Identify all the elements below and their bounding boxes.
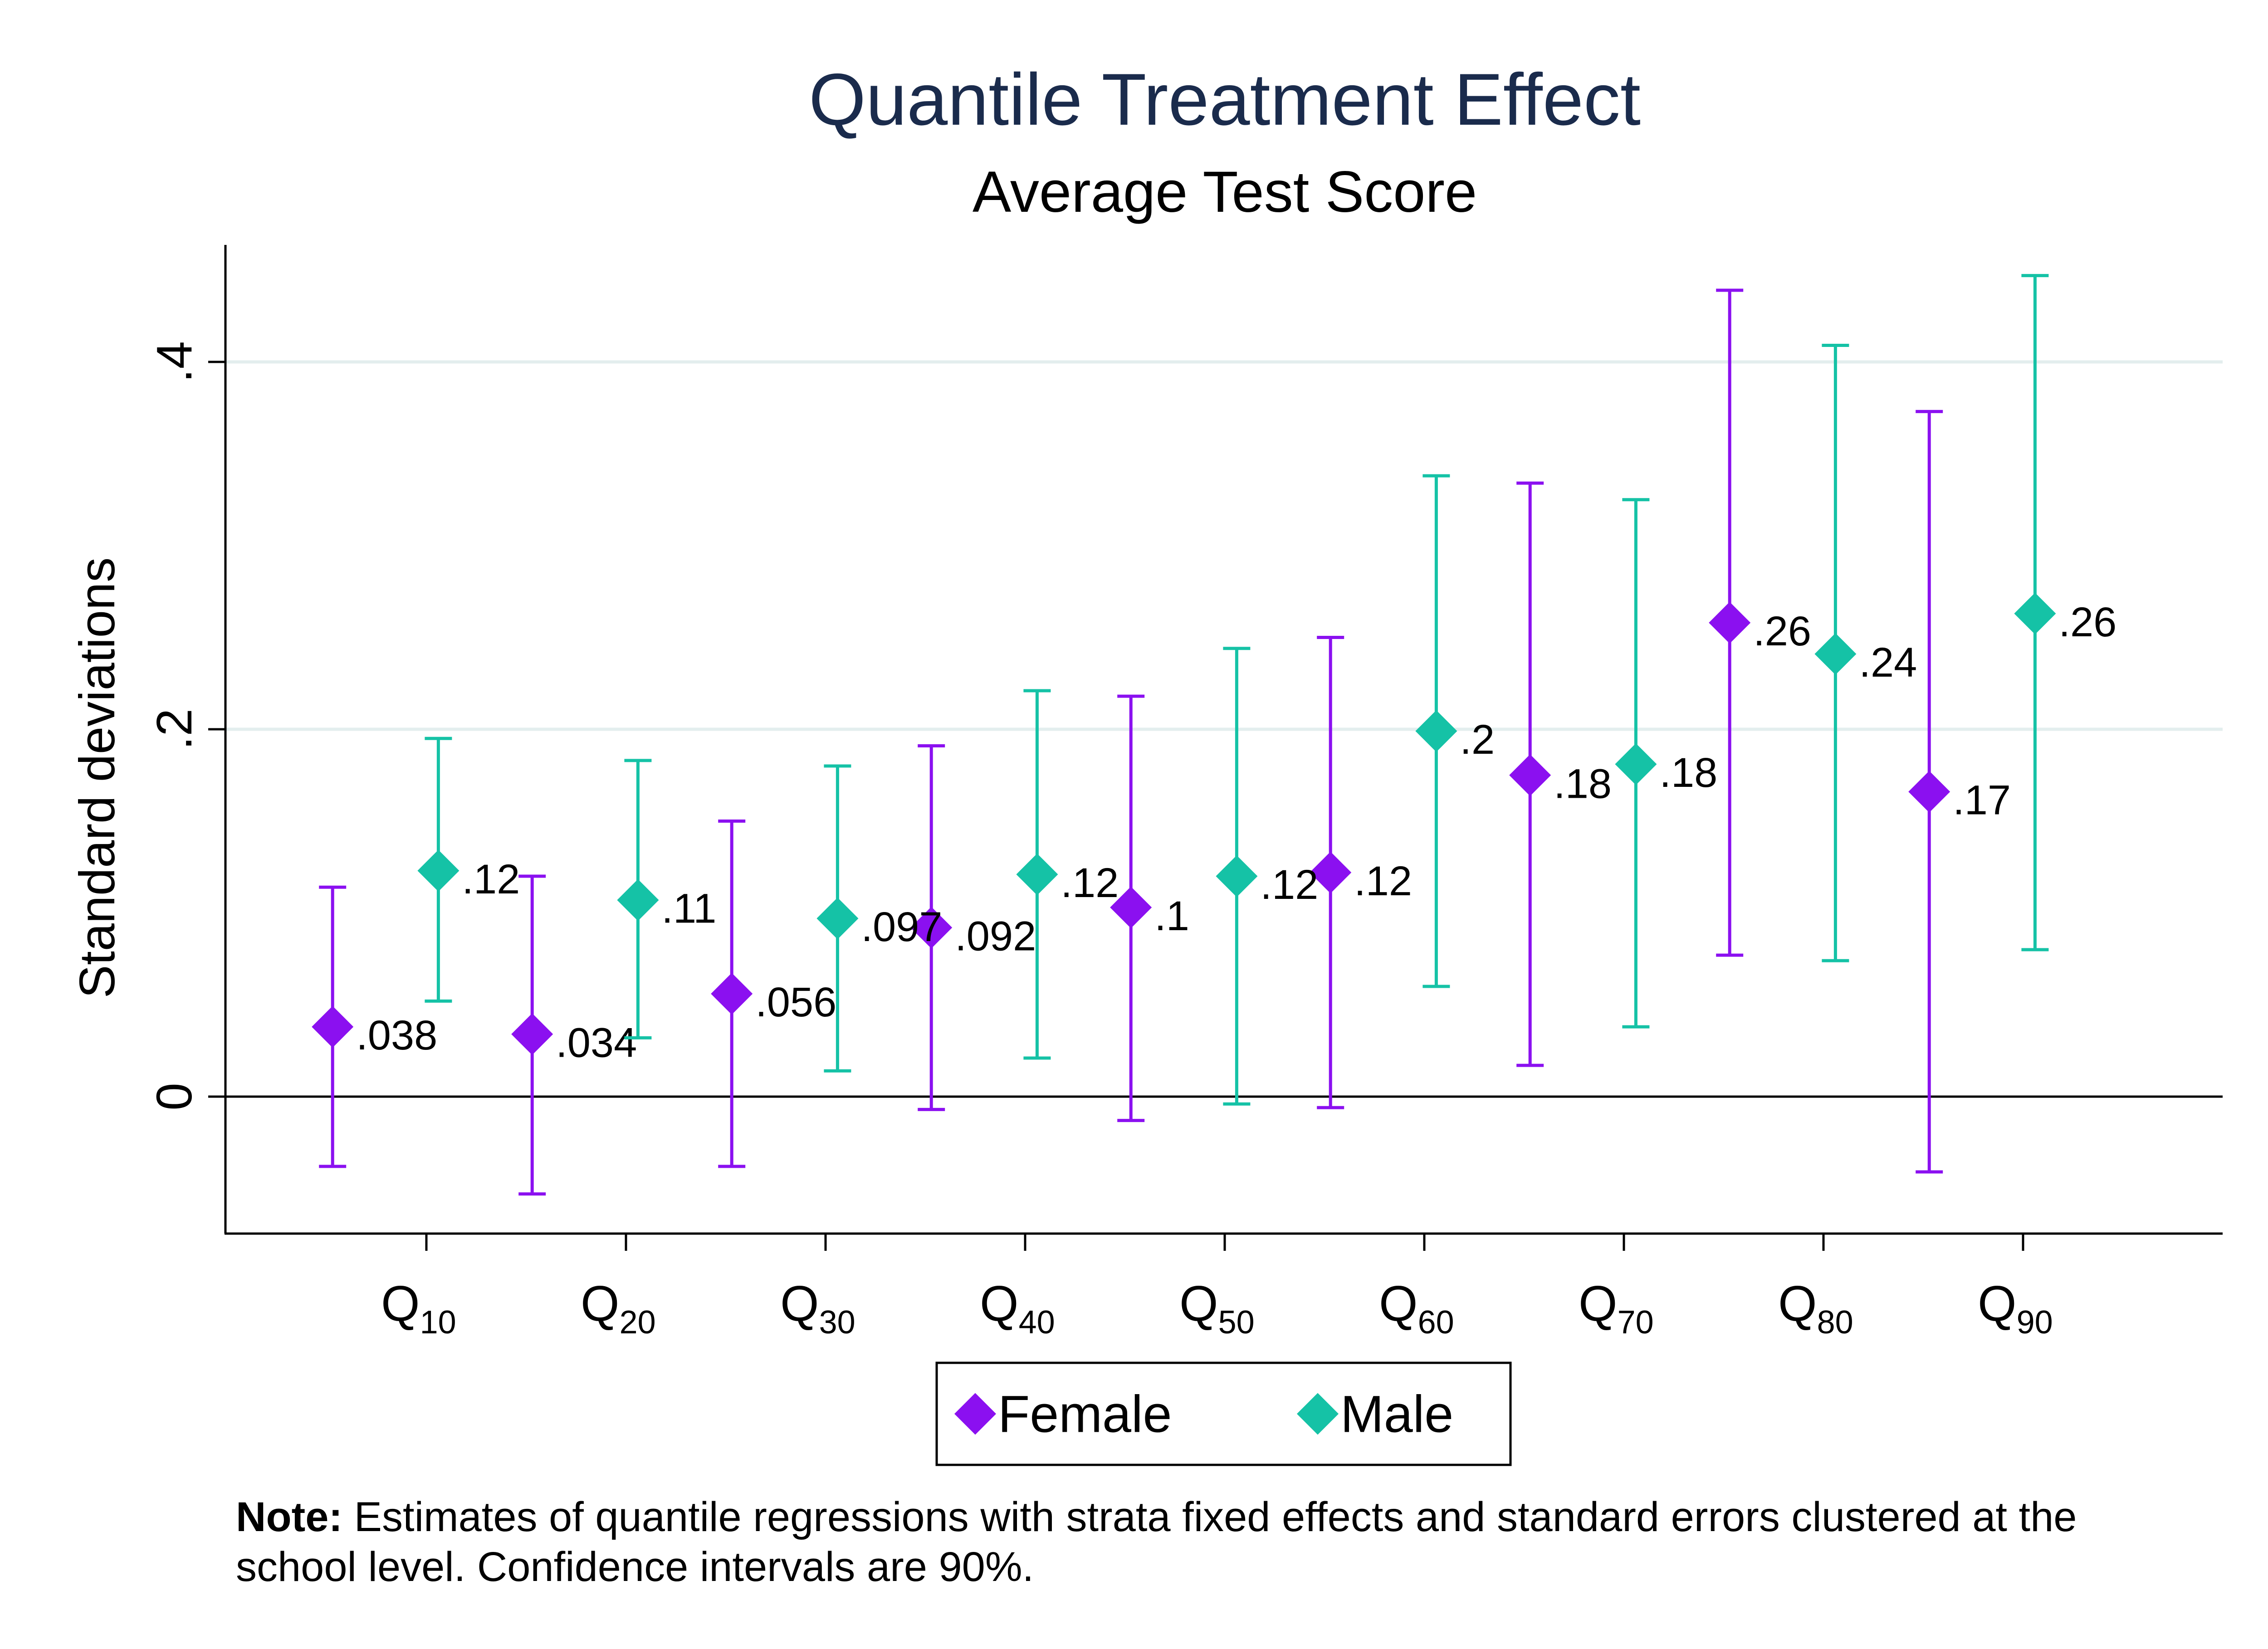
data-label: .038 (356, 1012, 437, 1059)
point-marker (910, 907, 953, 949)
data-label: .12 (1061, 860, 1119, 906)
x-tick-label: Q10 (381, 1276, 456, 1341)
series-male: .12 .11 .097 .12 .12 .2 .18 .24 .26 (417, 274, 2116, 1106)
marks-layer: .038 .034 .056 .092 .1 .12 .18 .26 .17 .12 .11 .097… (312, 274, 2116, 1196)
point-marker (1509, 754, 1551, 796)
point-marker (312, 1006, 354, 1048)
y-tick-label: 0 (147, 1083, 202, 1110)
point-marker (1216, 855, 1258, 897)
legend-marker (1297, 1393, 1339, 1435)
point-marker (617, 879, 659, 921)
x-tick-label: Q70 (1579, 1276, 1654, 1341)
point-marker (1908, 771, 1950, 813)
data-label: .12 (1354, 858, 1412, 904)
point-marker (1709, 602, 1751, 644)
data-label: .24 (1859, 639, 1917, 686)
series-female: .038 .034 .056 .092 .1 .12 .18 .26 .17 (312, 288, 2011, 1196)
data-label: .12 (462, 856, 520, 903)
y-tick-label: .4 (147, 341, 202, 383)
x-tick-label: Q90 (1978, 1276, 2053, 1341)
chart-title: Quantile Treatment Effect (809, 59, 1641, 141)
point-marker (1016, 853, 1058, 895)
legend-label: Female (998, 1386, 1172, 1444)
axis-layer: 0 .2 .4 Q10 Q20 Q30 Q40 Q50 Q60 Q70 Q80 Q90 (147, 245, 2223, 1341)
data-label: .26 (2058, 599, 2116, 645)
x-tick-label: Q50 (1179, 1276, 1255, 1341)
data-label: .18 (1554, 761, 1612, 807)
data-label: .092 (955, 913, 1036, 959)
grid-layer (225, 360, 2223, 1098)
point-marker (1814, 633, 1857, 675)
data-label: .2 (1460, 717, 1495, 763)
y-tick-label: .2 (147, 708, 202, 750)
footnote-label: Note: (236, 1494, 343, 1540)
legend-box (935, 1361, 1512, 1466)
point-marker (2014, 592, 2056, 634)
point-marker (816, 898, 859, 940)
point-marker (1110, 886, 1152, 928)
chart-subtitle: Average Test Score (973, 160, 1477, 224)
point-marker (711, 973, 753, 1015)
data-label: .17 (1953, 777, 2011, 824)
data-label: .056 (755, 979, 836, 1025)
point-marker (511, 1013, 553, 1055)
point-marker (1615, 743, 1657, 785)
data-label: .034 (556, 1020, 637, 1066)
data-label: .1 (1154, 893, 1189, 939)
data-label: .097 (861, 904, 942, 950)
x-tick-label: Q20 (581, 1276, 656, 1341)
legend-label: Male (1340, 1386, 1453, 1444)
y-axis-label: Standard deviations (69, 557, 125, 998)
data-label: .11 (661, 886, 716, 932)
data-label: .12 (1260, 862, 1318, 908)
point-marker (1310, 851, 1352, 893)
data-label: .18 (1659, 750, 1717, 796)
footnote: Note: Estimates of quantile regressions … (236, 1492, 2186, 1592)
data-label: .26 (1753, 608, 1811, 654)
point-marker (417, 849, 459, 892)
x-tick-label: Q40 (980, 1276, 1055, 1341)
footnote-text: Estimates of quantile regressions with s… (236, 1494, 2077, 1590)
point-marker (1415, 710, 1457, 752)
x-tick-label: Q80 (1778, 1276, 1853, 1341)
x-tick-label: Q60 (1379, 1276, 1454, 1341)
legend: Female Male (935, 1361, 1512, 1466)
legend-marker (954, 1393, 996, 1435)
x-tick-label: Q30 (780, 1276, 855, 1341)
